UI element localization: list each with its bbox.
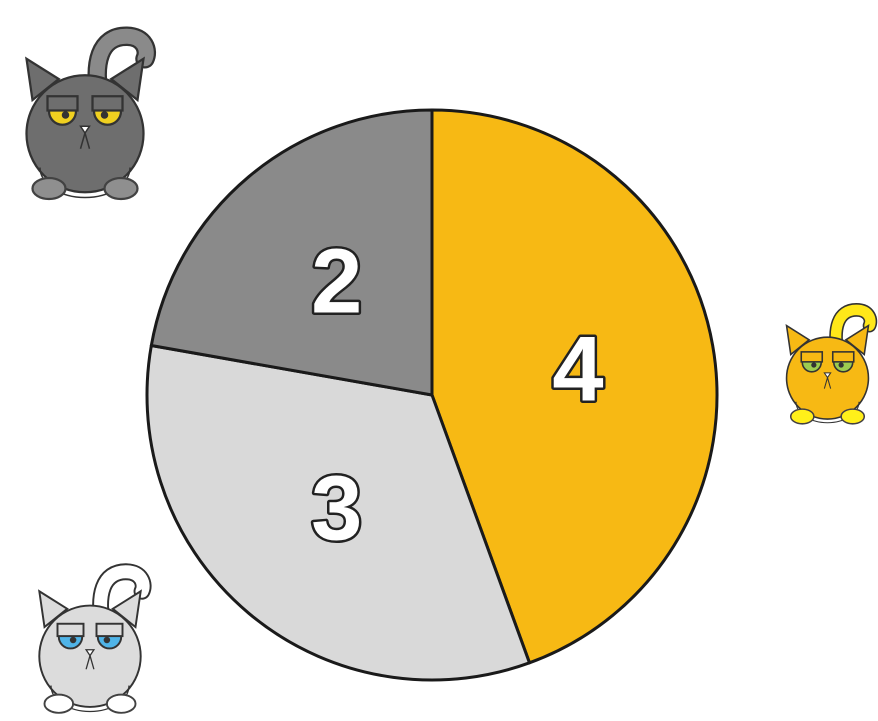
slice-label: 2 (311, 230, 362, 332)
pie: 4 3 2 (145, 108, 719, 682)
cat-icon (39, 572, 143, 713)
pie-slice (149, 108, 434, 397)
slice-label: 4 (552, 318, 603, 420)
pie-slice (430, 108, 719, 665)
slice-label: 3 (311, 458, 362, 560)
pie-slice (145, 344, 531, 682)
cat-icon (27, 36, 147, 199)
cat-icon (787, 310, 871, 424)
